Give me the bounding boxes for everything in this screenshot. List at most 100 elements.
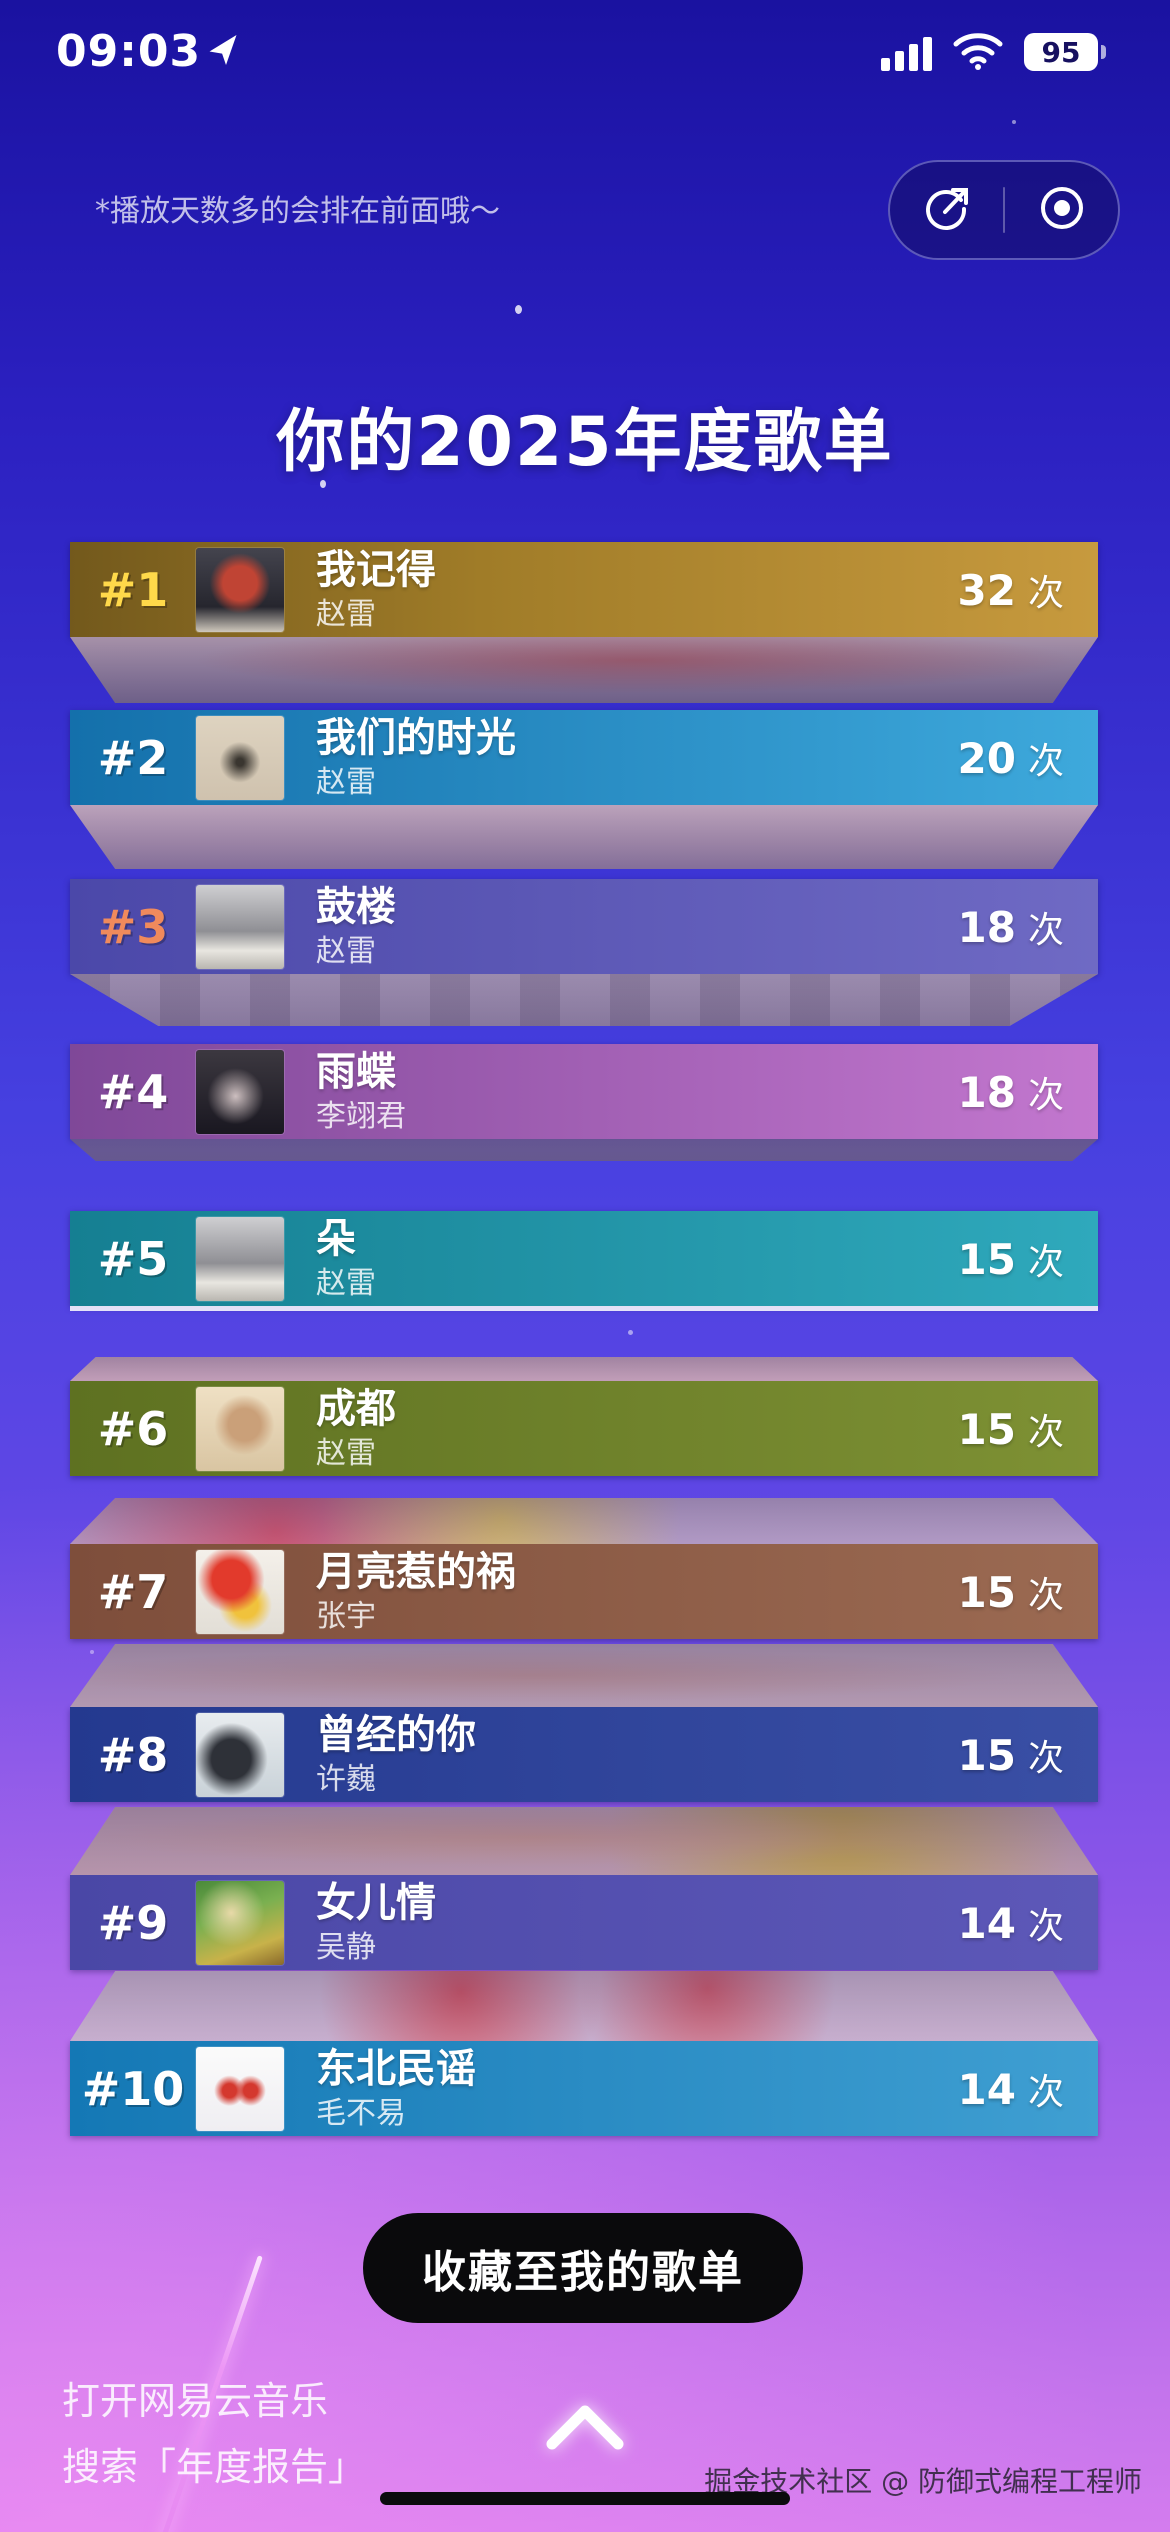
song-bar[interactable]: #8 曾经的你 许巍 15 次: [70, 1707, 1098, 1802]
play-count: 18 次: [957, 902, 1064, 952]
sort-note: *播放天数多的会排在前面哦～: [95, 194, 500, 229]
album-perspective: [70, 1971, 1098, 2041]
rank-label: #7: [97, 1564, 169, 1619]
star-dot: [1012, 120, 1016, 124]
song-title: 我记得: [316, 546, 436, 593]
song-bar[interactable]: #10 东北民谣 毛不易 14 次: [70, 2041, 1098, 2136]
rank-label: #9: [97, 1895, 169, 1950]
song-list: #1 我记得 赵雷 32 次 #2 我们的时光 赵雷: [70, 542, 1098, 2136]
song-row-10[interactable]: #10 东北民谣 毛不易 14 次: [70, 1971, 1098, 2136]
song-row-1[interactable]: #1 我记得 赵雷 32 次: [70, 542, 1098, 703]
song-title: 雨蝶: [316, 1048, 396, 1095]
album-art: [196, 2046, 284, 2131]
star-dot: [320, 480, 326, 488]
song-title: 曾经的你: [316, 1711, 476, 1758]
album-art: [196, 1549, 284, 1634]
song-bar[interactable]: #2 我们的时光 赵雷 20 次: [70, 710, 1098, 805]
album-perspective: [70, 805, 1098, 869]
play-count: 14 次: [957, 1898, 1064, 1948]
play-count: 18 次: [957, 1067, 1064, 1117]
song-artist: 毛不易: [316, 2095, 406, 2131]
rank-label: #3: [97, 899, 169, 954]
song-row-3[interactable]: #3 鼓楼 赵雷 18 次: [70, 879, 1098, 1026]
album-art: [196, 1880, 284, 1965]
song-artist: 赵雷: [316, 933, 376, 969]
song-row-6[interactable]: #6 成都 赵雷 15 次: [70, 1357, 1098, 1476]
album-perspective: [70, 637, 1098, 703]
song-title: 朵: [316, 1215, 356, 1262]
star-dot: [628, 1330, 633, 1335]
song-row-8[interactable]: #8 曾经的你 许巍 15 次: [70, 1644, 1098, 1802]
card-edge-line: [70, 1306, 1098, 1311]
location-arrow-icon: [205, 32, 241, 72]
header-actions: [888, 160, 1120, 260]
status-time: 09:03: [56, 26, 202, 77]
album-art: [196, 715, 284, 800]
album-perspective: [70, 1807, 1098, 1875]
song-row-4[interactable]: #4 雨蝶 李翊君 18 次: [70, 1044, 1098, 1161]
album-perspective: [70, 974, 1098, 1026]
album-perspective: [70, 1644, 1098, 1707]
song-artist: 张宇: [316, 1598, 376, 1634]
song-row-5[interactable]: #5 朵 赵雷 15 次: [70, 1211, 1098, 1311]
album-art: [196, 1049, 284, 1134]
actions-divider: [1003, 187, 1005, 233]
share-icon[interactable]: [917, 178, 977, 242]
play-count: 14 次: [957, 2064, 1064, 2114]
song-row-2[interactable]: #2 我们的时光 赵雷 20 次: [70, 710, 1098, 869]
song-bar[interactable]: #9 女儿情 吴静 14 次: [70, 1875, 1098, 1970]
song-row-9[interactable]: #9 女儿情 吴静 14 次: [70, 1807, 1098, 1970]
album-art: [196, 1712, 284, 1797]
wifi-icon: [952, 30, 1004, 74]
play-count: 15 次: [957, 1234, 1064, 1284]
collect-to-playlist-button[interactable]: 收藏至我的歌单: [363, 2213, 803, 2323]
song-artist: 吴静: [316, 1929, 376, 1965]
rank-label: #5: [97, 1231, 169, 1286]
song-bar[interactable]: #4 雨蝶 李翊君 18 次: [70, 1044, 1098, 1139]
song-title: 女儿情: [316, 1879, 436, 1926]
play-count: 15 次: [957, 1730, 1064, 1780]
song-bar[interactable]: #7 月亮惹的祸 张宇 15 次: [70, 1544, 1098, 1639]
home-indicator[interactable]: [380, 2492, 790, 2505]
battery-icon: 95: [1024, 33, 1106, 71]
rank-label: #4: [97, 1064, 169, 1119]
song-artist: 李翊君: [316, 1098, 406, 1134]
album-art: [196, 1386, 284, 1471]
song-bar[interactable]: #6 成都 赵雷 15 次: [70, 1381, 1098, 1476]
status-bar: 09:03 95: [0, 24, 1170, 84]
star-dot: [240, 212, 244, 216]
star-dot: [515, 305, 522, 314]
album-perspective: [70, 1139, 1098, 1161]
song-title: 东北民谣: [316, 2045, 476, 2092]
song-artist: 许巍: [316, 1761, 376, 1797]
record-icon[interactable]: [1032, 178, 1092, 242]
play-count: 32 次: [957, 565, 1064, 615]
song-artist: 赵雷: [316, 764, 376, 800]
cellular-signal-icon: [881, 33, 932, 71]
rank-label: #2: [97, 730, 169, 785]
song-bar[interactable]: #3 鼓楼 赵雷 18 次: [70, 879, 1098, 974]
album-art: [196, 1216, 284, 1301]
play-count: 20 次: [957, 733, 1064, 783]
play-count: 15 次: [957, 1567, 1064, 1617]
album-perspective: [70, 1498, 1098, 1544]
song-row-7[interactable]: #7 月亮惹的祸 张宇 15 次: [70, 1498, 1098, 1639]
page-title: 你的2025年度歌单: [276, 402, 894, 482]
album-art: [196, 547, 284, 632]
song-bar[interactable]: #5 朵 赵雷 15 次: [70, 1211, 1098, 1306]
song-artist: 赵雷: [316, 1265, 376, 1301]
song-artist: 赵雷: [316, 596, 376, 632]
rank-label: #1: [97, 562, 169, 617]
battery-percent: 95: [1041, 35, 1081, 69]
song-title: 成都: [316, 1385, 396, 1432]
song-bar[interactable]: #1 我记得 赵雷 32 次: [70, 542, 1098, 637]
album-perspective: [70, 1357, 1098, 1381]
chevron-up-icon[interactable]: [540, 2398, 630, 2460]
rank-label: #10: [81, 2061, 185, 2116]
song-artist: 赵雷: [316, 1435, 376, 1471]
album-art: [196, 884, 284, 969]
rank-label: #6: [97, 1401, 169, 1456]
play-count: 15 次: [957, 1404, 1064, 1454]
rank-label: #8: [97, 1727, 169, 1782]
